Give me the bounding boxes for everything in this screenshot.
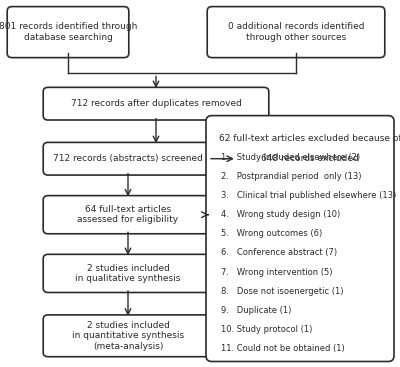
FancyBboxPatch shape: [207, 7, 385, 58]
Text: 801 records identified through
database searching: 801 records identified through database …: [0, 22, 137, 42]
Text: 64 full-text articles
assessed for eligibility: 64 full-text articles assessed for eligi…: [78, 205, 178, 224]
Text: 9.   Duplicate (1): 9. Duplicate (1): [221, 306, 292, 315]
Text: 10. Study protocol (1): 10. Study protocol (1): [221, 325, 312, 334]
Text: 4.   Wrong study design (10): 4. Wrong study design (10): [221, 210, 340, 219]
FancyBboxPatch shape: [206, 116, 394, 361]
Text: 6.   Conference abstract (7): 6. Conference abstract (7): [221, 248, 337, 258]
Text: 712 records after duplicates removed: 712 records after duplicates removed: [70, 99, 242, 108]
FancyBboxPatch shape: [7, 7, 129, 58]
FancyBboxPatch shape: [235, 142, 385, 175]
Text: 2.   Postprandial period  only (13): 2. Postprandial period only (13): [221, 172, 362, 181]
FancyBboxPatch shape: [43, 142, 213, 175]
Text: 712 records (abstracts) screened: 712 records (abstracts) screened: [53, 154, 203, 163]
FancyBboxPatch shape: [43, 196, 213, 234]
Text: 0 additional records identified
through other sources: 0 additional records identified through …: [228, 22, 364, 42]
Text: 62 full-text articles excluded because of:: 62 full-text articles excluded because o…: [219, 134, 400, 143]
Text: 2 studies included
in quantitative synthesis
(meta-analysis): 2 studies included in quantitative synth…: [72, 321, 184, 351]
Text: 8.   Dose not isoenergetic (1): 8. Dose not isoenergetic (1): [221, 287, 344, 296]
FancyBboxPatch shape: [43, 254, 213, 292]
Text: 2 studies included
in qualitative synthesis: 2 studies included in qualitative synthe…: [75, 264, 181, 283]
Text: 3.   Clinical trial published elsewhere (13): 3. Clinical trial published elsewhere (1…: [221, 191, 396, 200]
Text: 1.   Study included elsewhere (2): 1. Study included elsewhere (2): [221, 153, 360, 162]
FancyBboxPatch shape: [43, 87, 269, 120]
Text: 7.   Wrong intervention (5): 7. Wrong intervention (5): [221, 268, 333, 277]
Text: 648 records excluded: 648 records excluded: [261, 154, 359, 163]
Text: 5.   Wrong outcomes (6): 5. Wrong outcomes (6): [221, 229, 322, 239]
FancyBboxPatch shape: [43, 315, 213, 357]
Text: 11. Could not be obtained (1): 11. Could not be obtained (1): [221, 344, 345, 353]
